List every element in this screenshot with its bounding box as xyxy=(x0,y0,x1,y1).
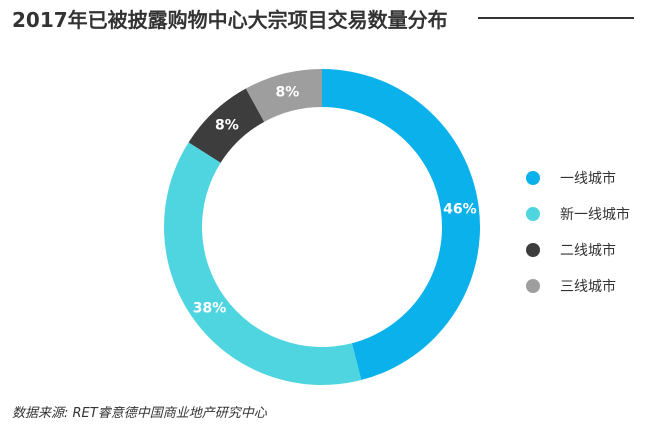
slice-label-0: 46% xyxy=(443,202,477,218)
legend-swatch-3 xyxy=(526,279,540,293)
legend-label-2: 二线城市 xyxy=(560,243,616,259)
legend-swatch-2 xyxy=(526,243,540,257)
legend-item-3: 三线城市 xyxy=(526,268,630,304)
legend: 一线城市新一线城市二线城市三线城市 xyxy=(526,160,630,304)
slice-label-1: 38% xyxy=(193,301,227,317)
legend-swatch-1 xyxy=(526,207,540,221)
legend-item-2: 二线城市 xyxy=(526,232,630,268)
donut-slice-3 xyxy=(245,69,322,122)
title-rule xyxy=(478,17,634,19)
source-note: 数据来源: RET睿意德中国商业地产研究中心 xyxy=(12,406,267,421)
donut-slice-0 xyxy=(322,69,480,381)
legend-item-0: 一线城市 xyxy=(526,160,630,196)
legend-label-0: 一线城市 xyxy=(560,171,616,187)
legend-label-1: 新一线城市 xyxy=(560,207,630,223)
legend-swatch-0 xyxy=(526,171,540,185)
slice-label-2: 8% xyxy=(215,118,239,134)
donut-slice-1 xyxy=(164,142,362,385)
donut-slice-2 xyxy=(188,88,265,163)
chart-title: 2017年已被披露购物中心大宗项目交易数量分布 xyxy=(12,8,448,32)
slice-label-3: 8% xyxy=(276,84,300,100)
legend-label-3: 三线城市 xyxy=(560,279,616,295)
legend-item-1: 新一线城市 xyxy=(526,196,630,232)
